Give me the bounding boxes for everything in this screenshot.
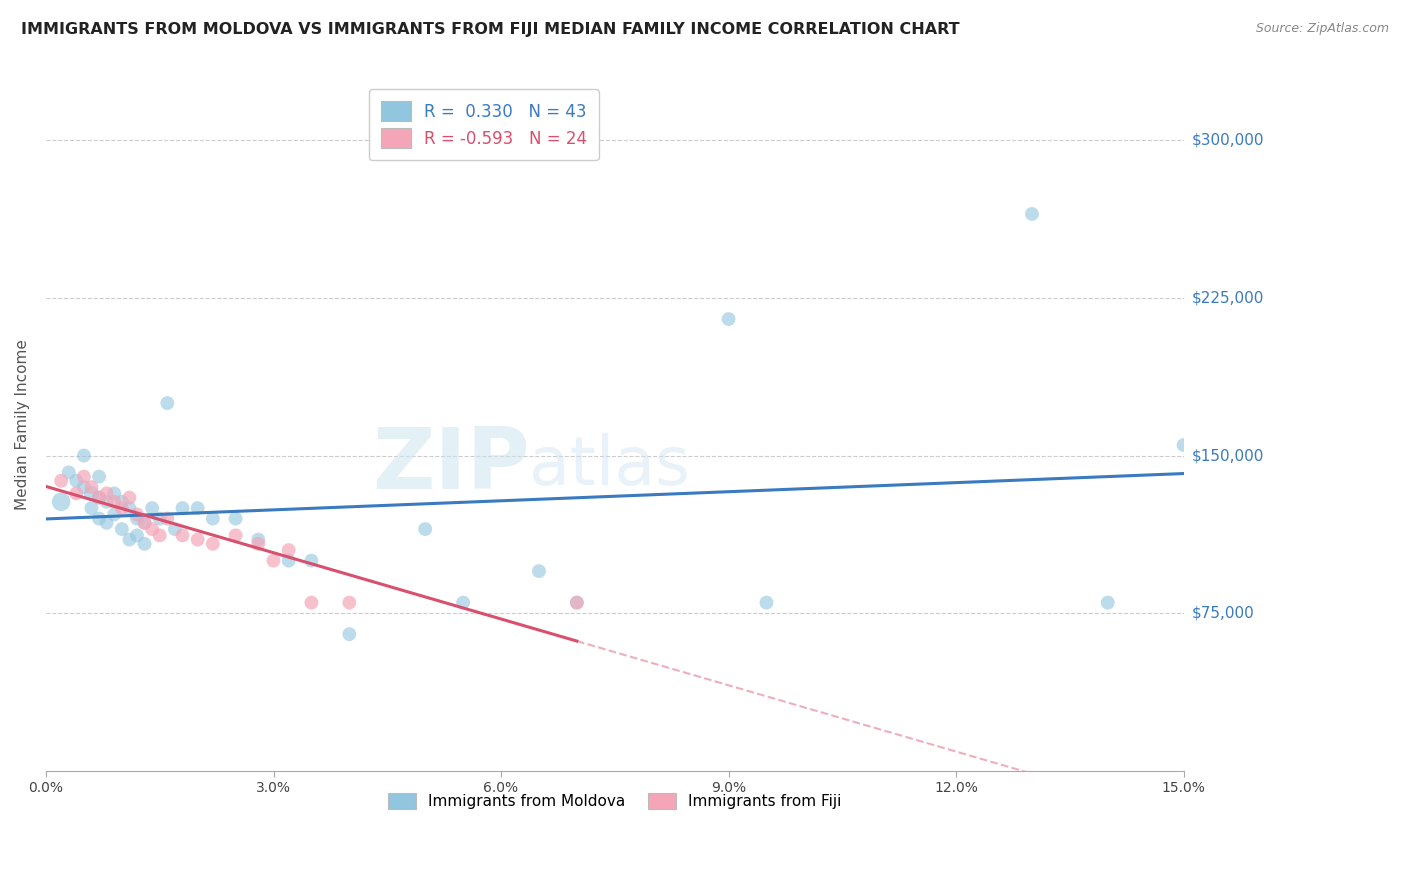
- Point: [277, 553, 299, 567]
- Text: $225,000: $225,000: [1192, 291, 1264, 306]
- Point: [299, 553, 322, 567]
- Point: [65, 486, 87, 500]
- Point: [149, 528, 172, 542]
- Point: [717, 312, 740, 326]
- Point: [49, 474, 72, 488]
- Point: [201, 537, 224, 551]
- Point: [96, 486, 118, 500]
- Text: atlas: atlas: [530, 433, 690, 499]
- Point: [172, 528, 194, 542]
- Point: [80, 486, 103, 500]
- Point: [413, 522, 436, 536]
- Point: [134, 537, 156, 551]
- Point: [96, 495, 118, 509]
- Point: [103, 486, 125, 500]
- Text: Source: ZipAtlas.com: Source: ZipAtlas.com: [1256, 22, 1389, 36]
- Point: [118, 501, 141, 516]
- Point: [49, 495, 72, 509]
- Point: [163, 522, 186, 536]
- Point: [118, 491, 141, 505]
- Point: [80, 501, 103, 516]
- Point: [247, 533, 270, 547]
- Point: [87, 511, 110, 525]
- Point: [1173, 438, 1195, 452]
- Point: [247, 537, 270, 551]
- Point: [201, 511, 224, 525]
- Text: IMMIGRANTS FROM MOLDOVA VS IMMIGRANTS FROM FIJI MEDIAN FAMILY INCOME CORRELATION: IMMIGRANTS FROM MOLDOVA VS IMMIGRANTS FR…: [21, 22, 960, 37]
- Point: [87, 469, 110, 483]
- Point: [73, 469, 96, 483]
- Point: [172, 501, 194, 516]
- Point: [755, 596, 778, 610]
- Text: ZIP: ZIP: [371, 425, 530, 508]
- Point: [87, 491, 110, 505]
- Y-axis label: Median Family Income: Median Family Income: [15, 339, 30, 509]
- Point: [337, 596, 360, 610]
- Point: [277, 543, 299, 558]
- Text: $150,000: $150,000: [1192, 448, 1264, 463]
- Point: [125, 508, 148, 522]
- Point: [96, 516, 118, 530]
- Point: [527, 564, 550, 578]
- Point: [58, 466, 80, 480]
- Point: [149, 511, 172, 525]
- Point: [1021, 207, 1043, 221]
- Text: $75,000: $75,000: [1192, 606, 1254, 621]
- Point: [87, 491, 110, 505]
- Point: [225, 528, 247, 542]
- Point: [263, 553, 285, 567]
- Point: [187, 533, 209, 547]
- Point: [103, 495, 125, 509]
- Point: [111, 495, 134, 509]
- Point: [156, 396, 179, 410]
- Point: [225, 511, 247, 525]
- Point: [1097, 596, 1119, 610]
- Point: [451, 596, 474, 610]
- Point: [134, 516, 156, 530]
- Point: [187, 501, 209, 516]
- Point: [141, 522, 163, 536]
- Point: [156, 511, 179, 525]
- Point: [65, 474, 87, 488]
- Point: [118, 533, 141, 547]
- Point: [125, 528, 148, 542]
- Point: [125, 511, 148, 525]
- Legend: Immigrants from Moldova, Immigrants from Fiji: Immigrants from Moldova, Immigrants from…: [382, 787, 848, 815]
- Point: [111, 522, 134, 536]
- Point: [299, 596, 322, 610]
- Point: [103, 508, 125, 522]
- Point: [73, 480, 96, 494]
- Text: $300,000: $300,000: [1192, 133, 1264, 148]
- Point: [565, 596, 588, 610]
- Point: [337, 627, 360, 641]
- Point: [565, 596, 588, 610]
- Point: [141, 501, 163, 516]
- Point: [111, 501, 134, 516]
- Point: [134, 516, 156, 530]
- Point: [80, 480, 103, 494]
- Point: [73, 449, 96, 463]
